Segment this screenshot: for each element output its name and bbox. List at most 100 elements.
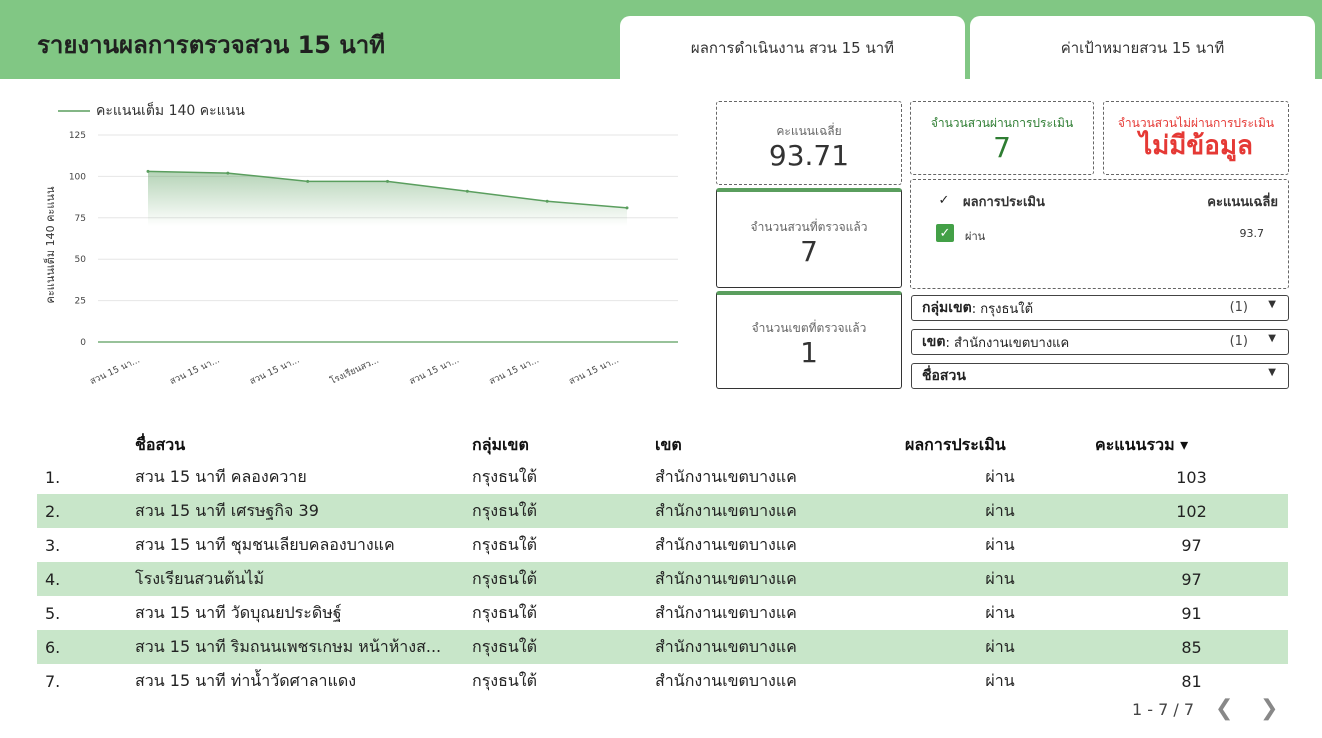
row-district: สำนักงานเขตบางแค (655, 630, 905, 664)
row-index: 7. (45, 671, 61, 691)
row-result: ผ่าน (985, 534, 1015, 554)
park-name-filter[interactable]: ชื่อสวน ▼ (911, 363, 1289, 389)
failed-parks-label: จำนวนสวนไม่ผ่านการประเมิน (1117, 116, 1275, 130)
y-tick-label: 75 (75, 214, 86, 224)
row-index: 3. (45, 535, 61, 555)
row-total-score: 103 (1176, 467, 1207, 487)
district-header[interactable]: เขต (655, 434, 682, 454)
row-district: สำนักงานเขตบางแค (655, 562, 905, 596)
row-park-name: สวน 15 นาที เศรษฐกิจ 39 (135, 494, 472, 528)
row-index: 1. (45, 467, 61, 487)
row-district-group: กรุงธนใต้ (472, 602, 537, 622)
row-total-score: 102 (1095, 494, 1288, 528)
park-name-header[interactable]: ชื่อสวน (135, 434, 186, 454)
row-district-group: กรุงธนใต้ (472, 670, 537, 690)
row-total-score: 97 (1095, 562, 1288, 596)
data-point[interactable] (386, 179, 389, 183)
row-index: 5. (45, 603, 61, 623)
row-district-group: กรุงธนใต้ (472, 562, 655, 596)
table-row[interactable]: 7. สวน 15 นาที ท่าน้ำวัดศาลาแดง กรุงธนใต้ ส… (37, 664, 1288, 698)
pass-row-value: 93.7 (1239, 227, 1265, 240)
district-group-filter-count: (1) (1229, 300, 1248, 315)
avg-score-card: คะแนนเฉลี่ย 93.71 (716, 101, 902, 185)
row-district-group: กรุงธนใต้ (472, 494, 655, 528)
data-point[interactable] (306, 179, 310, 183)
row-total-score: 97 (1181, 535, 1202, 555)
avg-col-header: คะแนนเฉลี่ย (1207, 195, 1278, 210)
chevron-down-icon: ▼ (1268, 367, 1276, 378)
chart-svg: คะแนนเต็ม 140 คะแนน คะแนนเต็ม 140 คะแนน … (43, 101, 678, 387)
prev-page-button[interactable]: ❮ (1215, 696, 1234, 721)
x-tick-label: สวน 15 นา... (408, 355, 461, 387)
y-tick-label: 0 (80, 338, 86, 348)
table-row[interactable]: 3. สวน 15 นาที ชุมชนเลียบคลองบางแค กรุงธนใ… (37, 528, 1288, 562)
x-tick-label: สวน 15 นา... (248, 355, 301, 387)
tab-targets[interactable]: ค่าเป้าหมายสวน 15 นาที (970, 16, 1315, 79)
legend-label: คะแนนเต็ม 140 คะแนน (96, 101, 245, 119)
row-result: ผ่าน (985, 670, 1015, 690)
row-index: 6. (37, 630, 135, 664)
table-row[interactable]: 2. สวน 15 นาที เศรษฐกิจ 39 กรุงธนใต้ สำนักง… (37, 494, 1288, 528)
row-park-name: โรงเรียนสวนต้นไม้ (135, 562, 472, 596)
area-fill (148, 171, 627, 227)
row-total-score: 85 (1095, 630, 1288, 664)
row-district: สำนักงานเขตบางแค (655, 670, 797, 690)
total-score-header[interactable]: คะแนนรวม ▾ (1095, 434, 1189, 454)
x-tick-label: สวน 15 นา... (568, 355, 621, 387)
y-axis-label: คะแนนเต็ม 140 คะแนน (43, 186, 57, 303)
row-result: ผ่าน (905, 494, 1095, 528)
table-header-row: ชื่อสวน กลุ่มเขต เขต ผลการประเมิน คะแนนร… (37, 430, 1288, 460)
table-row[interactable]: 5. สวน 15 นาที วัดบุณยประดิษฐ์ กรุงธนใต้ สำ… (37, 596, 1288, 630)
row-park-name: สวน 15 นาที คลองควาย (135, 466, 307, 486)
x-tick-label: โรงเรียนสว... (328, 355, 380, 387)
avg-score-value: 93.71 (768, 139, 850, 172)
passed-parks-card: จำนวนสวนผ่านการประเมิน 7 (910, 101, 1094, 175)
table-row[interactable]: 6. สวน 15 นาที ริมถนนเพชรเกษม หน้าห้างส..… (37, 630, 1288, 664)
district-filter-label: เขต (922, 334, 946, 350)
row-park-name: สวน 15 นาที ท่าน้ำวัดศาลาแดง (135, 670, 357, 690)
y-tick-label: 25 (75, 297, 86, 307)
data-point[interactable] (146, 169, 150, 173)
y-tick-label: 100 (69, 172, 86, 182)
inspected-districts-value: 1 (800, 336, 818, 369)
chevron-down-icon: ▼ (1268, 333, 1276, 344)
pass-row-label[interactable]: ผ่าน (965, 230, 986, 243)
pagination-label: 1 - 7 / 7 (1132, 700, 1195, 719)
row-total-score: 91 (1181, 603, 1202, 623)
inspected-districts-label: จำนวนเขตที่ตรวจแล้ว (751, 321, 867, 335)
index-header (37, 430, 135, 460)
chevron-down-icon: ▼ (1268, 299, 1276, 310)
inspected-parks-label: จำนวนสวนที่ตรวจแล้ว (750, 220, 868, 234)
row-park-name: สวน 15 นาที วัดบุณยประดิษฐ์ (135, 602, 342, 622)
data-point[interactable] (625, 206, 629, 210)
result-header[interactable]: ผลการประเมิน (905, 434, 1006, 454)
failed-parks-card: จำนวนสวนไม่ผ่านการประเมิน ไม่มีข้อมูล (1103, 101, 1289, 175)
avg-score-label: คะแนนเฉลี่ย (776, 124, 842, 138)
x-tick-label: สวน 15 นา... (89, 355, 142, 387)
table-row[interactable]: 4. โรงเรียนสวนต้นไม้ กรุงธนใต้ สำนักงานเขตบ… (37, 562, 1288, 596)
passed-parks-value: 7 (993, 131, 1011, 164)
tab-performance[interactable]: ผลการดำเนินงาน สวน 15 นาที (620, 16, 965, 79)
district-group-filter-value: : กรุงธนใต้ (971, 301, 1034, 317)
district-filter-value: : สำนักงานเขตบางแค (945, 335, 1070, 351)
result-col-header: ผลการประเมิน (963, 195, 1045, 210)
row-result: ผ่าน (985, 602, 1015, 622)
data-point[interactable] (226, 171, 230, 175)
data-point[interactable] (545, 199, 549, 203)
data-point[interactable] (465, 189, 469, 193)
parks-table: ชื่อสวน กลุ่มเขต เขต ผลการประเมิน คะแนนร… (37, 430, 1288, 698)
pass-checkbox[interactable]: ✓ (936, 224, 954, 242)
district-group-filter[interactable]: กลุ่มเขต : กรุงธนใต้ (1) ▼ (911, 295, 1289, 321)
district-filter[interactable]: เขต : สำนักงานเขตบางแค (1) ▼ (911, 329, 1289, 355)
district-group-header[interactable]: กลุ่มเขต (472, 434, 529, 454)
row-district-group: กรุงธนใต้ (472, 466, 537, 486)
table-row[interactable]: 1. สวน 15 นาที คลองควาย กรุงธนใต้ สำนักงานเ… (37, 460, 1288, 494)
select-all-checkbox[interactable]: ✓ (938, 192, 950, 208)
page-title: รายงานผลการตรวจสวน 15 นาที (37, 31, 386, 59)
row-district: สำนักงานเขตบางแค (655, 494, 905, 528)
failed-parks-value: ไม่มีข้อมูล (1139, 131, 1253, 161)
row-district: สำนักงานเขตบางแค (655, 534, 797, 554)
district-group-filter-label: กลุ่มเขต (922, 300, 972, 316)
inspected-districts-card: จำนวนเขตที่ตรวจแล้ว 1 (716, 291, 902, 389)
next-page-button[interactable]: ❯ (1260, 696, 1279, 721)
